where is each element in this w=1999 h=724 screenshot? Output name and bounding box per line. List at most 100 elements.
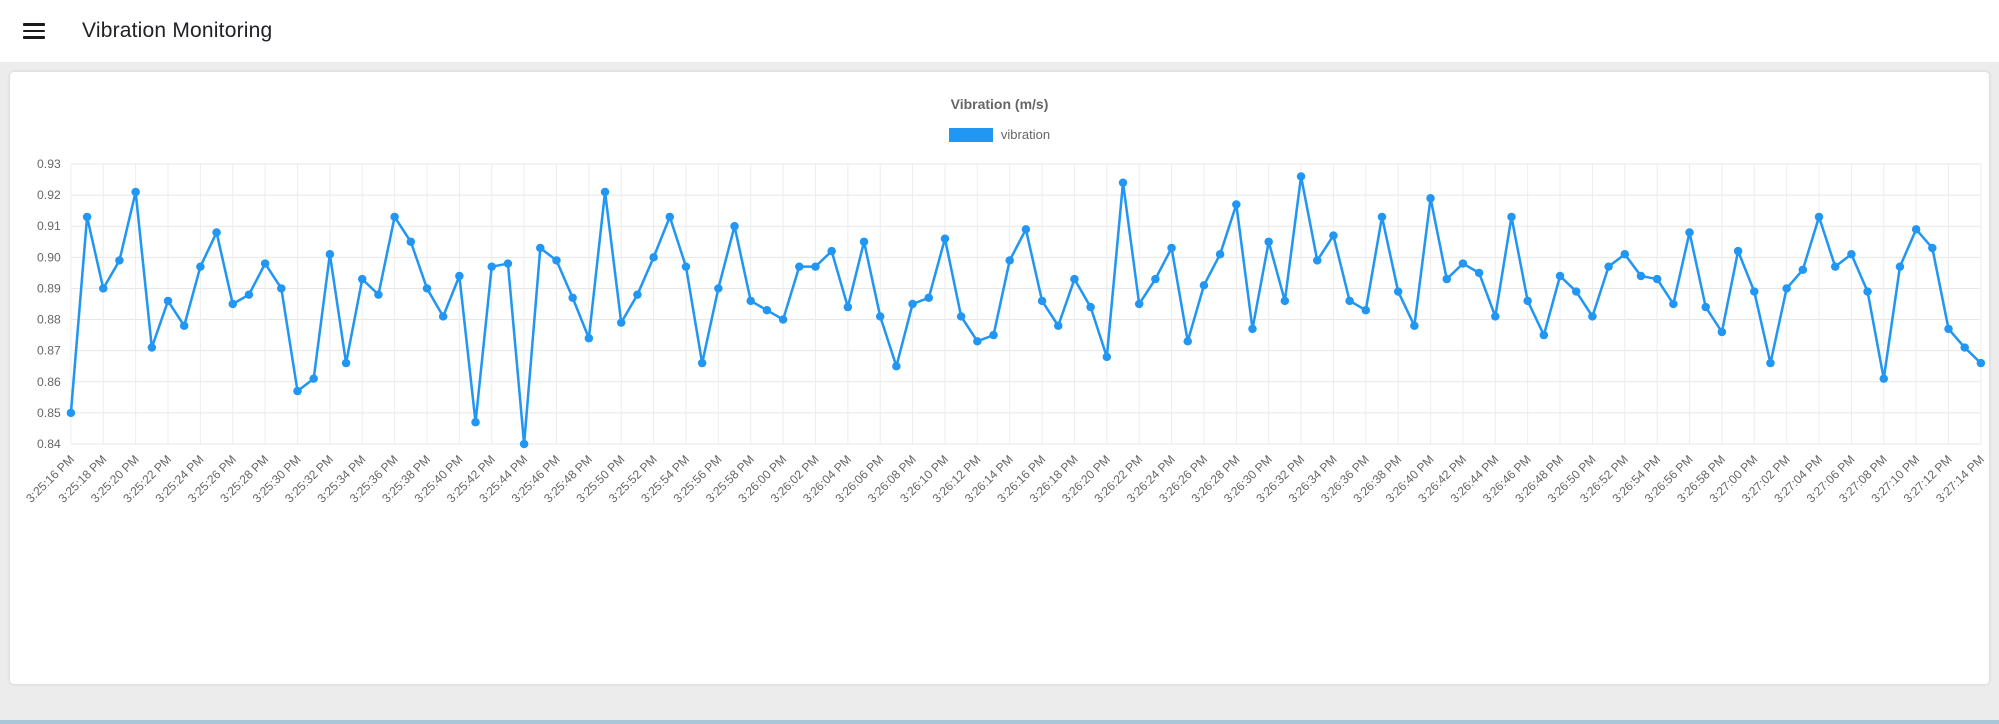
data-point[interactable] [924, 293, 934, 302]
data-point[interactable] [1944, 324, 1953, 334]
data-point[interactable] [1928, 243, 1937, 253]
data-point[interactable] [1523, 296, 1532, 306]
data-point[interactable] [1037, 296, 1047, 306]
data-point[interactable] [552, 256, 561, 265]
data-point[interactable] [1474, 268, 1484, 278]
data-point[interactable] [633, 290, 642, 299]
data-point[interactable] [1134, 299, 1144, 309]
data-point[interactable] [374, 290, 383, 299]
data-point[interactable] [1782, 284, 1791, 293]
data-point[interactable] [973, 337, 982, 346]
data-point[interactable] [1539, 330, 1549, 340]
data-point[interactable] [1102, 352, 1112, 362]
data-point[interactable] [1215, 250, 1225, 259]
data-point[interactable] [244, 290, 254, 299]
data-point[interactable] [438, 312, 448, 321]
data-point[interactable] [1458, 259, 1468, 268]
data-point[interactable] [82, 212, 92, 222]
data-point[interactable] [406, 237, 416, 246]
data-point[interactable] [1167, 243, 1176, 253]
data-point[interactable] [649, 253, 658, 262]
data-point[interactable] [875, 312, 885, 321]
data-point[interactable] [989, 330, 998, 340]
data-point[interactable] [1588, 312, 1597, 321]
data-point[interactable] [99, 284, 108, 293]
data-point[interactable] [309, 374, 318, 383]
data-point[interactable] [212, 228, 221, 237]
data-point[interactable] [422, 284, 432, 293]
data-point[interactable] [762, 306, 772, 315]
data-point[interactable] [1280, 296, 1290, 306]
data-point[interactable] [1960, 343, 1969, 352]
data-point[interactable] [1879, 374, 1889, 383]
data-point[interactable] [1766, 358, 1775, 368]
data-point[interactable] [1733, 246, 1743, 256]
hamburger-menu-button[interactable] [18, 13, 54, 49]
data-point[interactable] [956, 312, 966, 321]
data-point[interactable] [1426, 194, 1435, 203]
data-point[interactable] [471, 418, 480, 427]
data-point[interactable] [1717, 327, 1727, 337]
data-point[interactable] [1830, 262, 1840, 271]
data-point[interactable] [503, 259, 513, 268]
data-point[interactable] [584, 334, 594, 343]
data-point[interactable] [1232, 200, 1241, 209]
data-point[interactable] [1685, 228, 1694, 237]
data-point[interactable] [228, 299, 238, 309]
data-point[interactable] [390, 212, 399, 222]
data-point[interactable] [843, 302, 853, 312]
data-point[interactable] [1021, 225, 1031, 234]
data-point[interactable] [1151, 274, 1160, 284]
data-point[interactable] [746, 296, 755, 306]
data-point[interactable] [1377, 212, 1387, 222]
data-point[interactable] [277, 284, 286, 293]
data-point[interactable] [1669, 299, 1678, 309]
data-point[interactable] [681, 262, 691, 271]
chart-legend[interactable]: vibration [10, 127, 1989, 142]
data-point[interactable] [260, 259, 270, 268]
data-point[interactable] [1652, 274, 1662, 284]
data-point[interactable] [163, 296, 173, 306]
data-point[interactable] [859, 237, 869, 246]
data-point[interactable] [1070, 274, 1079, 284]
data-point[interactable] [1863, 287, 1872, 296]
data-point[interactable] [1701, 302, 1710, 312]
data-point[interactable] [1264, 237, 1273, 246]
data-point[interactable] [1199, 281, 1209, 290]
data-point[interactable] [600, 187, 610, 197]
data-point[interactable] [115, 256, 124, 265]
data-point[interactable] [1393, 287, 1403, 296]
data-point[interactable] [1571, 287, 1581, 296]
data-point[interactable] [357, 274, 367, 284]
data-point[interactable] [811, 262, 820, 271]
data-point[interactable] [1345, 296, 1354, 306]
data-point[interactable] [940, 234, 950, 243]
data-point[interactable] [778, 315, 788, 324]
data-point[interactable] [1005, 256, 1014, 265]
data-point[interactable] [1296, 172, 1306, 181]
data-point[interactable] [697, 358, 707, 368]
data-point[interactable] [1911, 225, 1921, 234]
vibration-line-chart[interactable]: 0.84 0.85 0.86 0.87 0.88 0.89 0.90 0.91 0.92 0.93… [10, 152, 1989, 552]
data-point[interactable] [795, 262, 804, 271]
data-point[interactable] [1814, 212, 1824, 222]
data-point[interactable] [616, 318, 626, 327]
data-point[interactable] [196, 262, 205, 271]
data-point[interactable] [1118, 178, 1128, 187]
data-point[interactable] [1183, 337, 1193, 346]
data-point[interactable] [908, 299, 917, 309]
data-point[interactable] [1312, 256, 1322, 265]
data-point[interactable] [487, 262, 496, 271]
data-point[interactable] [1491, 312, 1500, 321]
data-point[interactable] [66, 408, 76, 418]
data-point[interactable] [519, 439, 529, 449]
data-point[interactable] [1750, 287, 1759, 296]
data-point[interactable] [892, 362, 901, 371]
data-point[interactable] [1361, 306, 1371, 315]
data-point[interactable] [1442, 274, 1451, 284]
data-point[interactable] [147, 343, 157, 352]
data-point[interactable] [1086, 302, 1095, 312]
data-point[interactable] [827, 246, 836, 256]
data-point[interactable] [1053, 321, 1063, 330]
data-point[interactable] [730, 222, 739, 231]
